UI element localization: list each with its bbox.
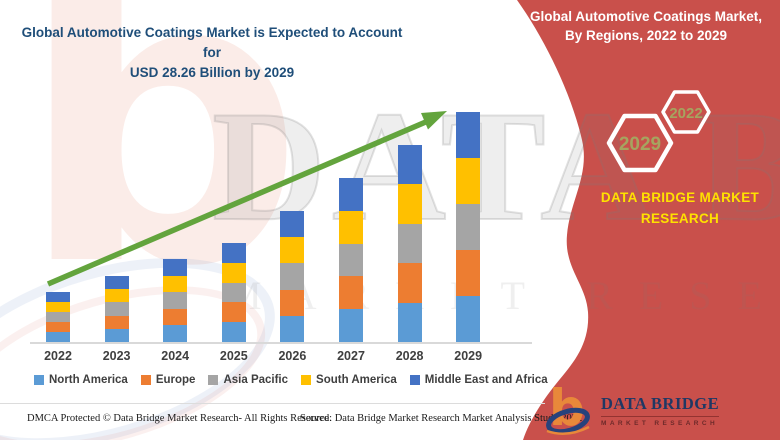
- bar-segment: [456, 112, 481, 159]
- x-axis-tick-label: 2022: [44, 349, 72, 363]
- bar-segment: [163, 275, 188, 293]
- dbmr-logo: b DATA BRIDGE MARKET RESEARCH: [546, 383, 720, 437]
- bar-segment: [397, 184, 422, 224]
- bar-segment: [46, 321, 70, 332]
- dbmr-logo-subtitle: MARKET RESEARCH: [601, 419, 719, 427]
- x-axis-line: [30, 342, 532, 344]
- legend-item: Europe: [140, 374, 196, 386]
- x-axis-tick-label: 2026: [278, 349, 307, 363]
- bar-segment: [46, 301, 70, 312]
- brand-text: DATA BRIDGE MARKET RESEARCH: [575, 187, 780, 229]
- bar-segment: [280, 210, 305, 238]
- bar-segment: [456, 250, 481, 296]
- brand-text-line2: RESEARCH: [640, 211, 720, 226]
- x-axis-tick-label: 2025: [219, 349, 248, 363]
- bar-segment: [46, 331, 70, 342]
- bar-segment: [280, 289, 305, 316]
- x-axis-tick-label: 2028: [395, 349, 424, 363]
- legend-swatch: [140, 375, 151, 385]
- banner-title: Global Automotive Coatings Market, By Re…: [516, 7, 776, 45]
- bar-segment: [104, 289, 129, 303]
- legend-label: Middle East and Africa: [424, 374, 548, 386]
- chart-legend: North America Europe Asia Pacific South Ame…: [34, 374, 548, 386]
- bar-segment: [163, 325, 188, 342]
- bar-segment: [46, 291, 70, 302]
- legend-item: Middle East and Africa: [409, 374, 548, 386]
- bar-segment: [397, 223, 422, 264]
- legend-swatch: [208, 375, 219, 385]
- bar-segment: [163, 292, 188, 309]
- footer-source-text: Source: Data Bridge Market Research Mark…: [300, 413, 583, 424]
- bar-segment: [456, 158, 481, 205]
- bar-segment: [339, 243, 363, 277]
- bar-segment: [221, 322, 246, 342]
- legend-label: Asia Pacific: [223, 374, 289, 386]
- dbmr-logo-icon: b: [546, 383, 590, 437]
- bar-segment: [104, 276, 129, 290]
- bar-segment: [163, 308, 188, 326]
- x-axis-tick-label: 2027: [337, 349, 365, 363]
- bar-segment: [221, 262, 246, 283]
- bar-segment: [339, 276, 363, 310]
- bar-segment: [280, 263, 305, 290]
- bar-segment: [221, 302, 246, 323]
- bar-segment: [397, 145, 422, 185]
- dbmr-logo-name: DATA BRIDGE: [601, 394, 720, 417]
- chart-title-line2: USD 28.26 Billion by 2029: [129, 65, 295, 80]
- legend-label: North America: [49, 374, 128, 386]
- footer-dmca-text: DMCA Protected © Data Bridge Market Rese…: [27, 413, 332, 424]
- bar-segment: [339, 309, 363, 342]
- legend-item: Asia Pacific: [208, 374, 288, 386]
- banner-title-line1: Global Automotive Coatings Market,: [529, 9, 763, 24]
- legend-swatch: [301, 375, 312, 385]
- chart-title-line1: Global Automotive Coatings Market is Exp…: [21, 25, 403, 60]
- bar-segment: [339, 210, 363, 244]
- legend-label: Europe: [155, 374, 196, 386]
- legend-item: North America: [34, 374, 128, 386]
- bar-segment: [46, 311, 70, 322]
- bar-segment: [339, 178, 363, 211]
- bar-segment: [397, 263, 422, 303]
- legend-swatch: [34, 375, 44, 385]
- bar-segment: [163, 258, 188, 276]
- chart-title: Global Automotive Coatings Market is Exp…: [12, 23, 412, 83]
- bar-segment: [456, 204, 481, 251]
- bar-segment: [104, 328, 129, 342]
- bar-segment: [280, 315, 305, 342]
- x-axis-tick-label: 2024: [161, 349, 190, 363]
- brand-text-line1: DATA BRIDGE MARKET: [600, 190, 760, 205]
- x-axis-tick-label: 2029: [454, 349, 483, 363]
- bar-segment: [397, 302, 422, 342]
- bar-segment: [221, 243, 246, 263]
- bar-segment: [221, 282, 246, 303]
- bar-segment: [456, 296, 481, 342]
- banner-title-line2: By Regions, 2022 to 2029: [564, 28, 728, 43]
- x-axis-tick-label: 2023: [102, 349, 131, 363]
- legend-item: South America: [301, 374, 397, 386]
- legend-label: South America: [316, 374, 397, 386]
- footer-divider: [0, 403, 545, 404]
- bar-segment: [104, 315, 129, 329]
- bar-segment: [280, 237, 305, 264]
- bar-segment: [104, 302, 129, 316]
- legend-swatch: [409, 375, 420, 385]
